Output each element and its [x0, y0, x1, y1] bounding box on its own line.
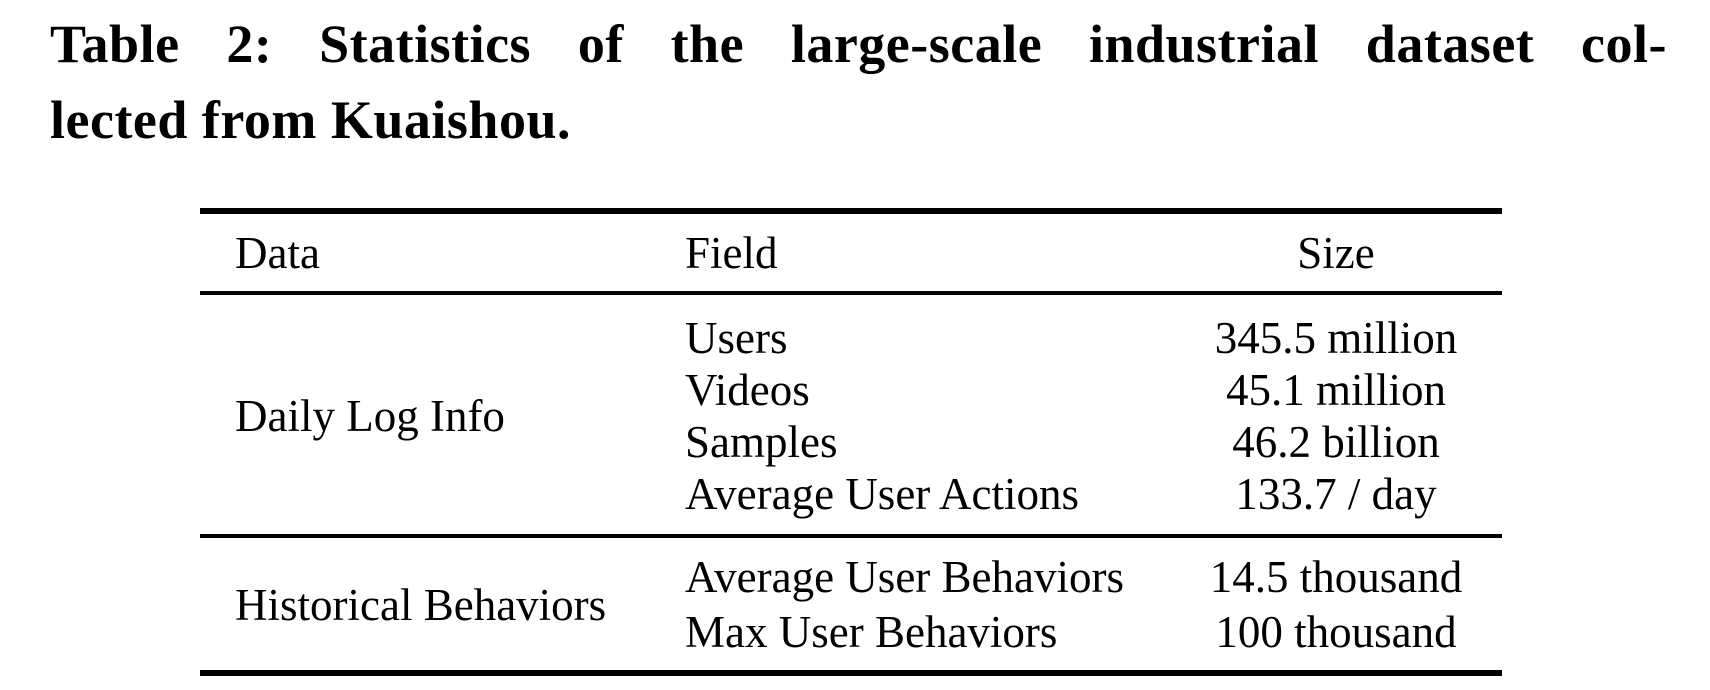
table-caption: Table 2: Statistics of the large-scale i…	[50, 6, 1670, 158]
size-column: 14.5 thousand 100 thousand	[1170, 550, 1502, 660]
field-value: Users	[685, 313, 788, 363]
size-value: 14.5 thousand	[1209, 552, 1463, 602]
size-column: 345.5 million 45.1 million 46.2 billion …	[1170, 312, 1502, 520]
field-column: Average User Behaviors Max User Behavior…	[685, 550, 1170, 660]
group-label: Historical Behaviors	[235, 580, 607, 630]
table-group-historical-behaviors: Historical Behaviors Average User Behavi…	[200, 538, 1502, 670]
table-bottom-rule	[200, 670, 1502, 676]
size-value: 100 thousand	[1215, 607, 1457, 657]
field-value: Max User Behaviors	[685, 607, 1058, 657]
size-value: 133.7 / day	[1235, 469, 1437, 519]
field-column: Users Videos Samples Average User Action…	[685, 312, 1170, 520]
group-label: Daily Log Info	[235, 391, 505, 441]
statistics-table: Data Field Size Daily Log Info Users Vid…	[200, 208, 1502, 676]
field-value: Samples	[685, 417, 838, 467]
field-value: Average User Behaviors	[685, 552, 1124, 602]
table-caption-line1: Table 2: Statistics of the large-scale i…	[50, 14, 1667, 74]
size-value: 46.2 billion	[1232, 417, 1440, 467]
table-mid-rule	[200, 534, 1502, 538]
column-header-data: Data	[235, 227, 320, 278]
size-value: 45.1 million	[1225, 365, 1446, 415]
table-top-rule	[200, 208, 1502, 214]
size-value: 345.5 million	[1214, 313, 1458, 363]
table-group-daily-log-info: Daily Log Info Users Videos Samples Aver…	[200, 295, 1502, 534]
table-header-row: Data Field Size	[200, 214, 1502, 291]
table-caption-line2: lected from Kuaishou.	[50, 90, 571, 150]
column-header-field: Field	[685, 227, 778, 278]
column-header-size: Size	[1297, 227, 1375, 278]
table-header-rule	[200, 291, 1502, 295]
field-value: Average User Actions	[685, 469, 1080, 519]
field-value: Videos	[685, 365, 810, 415]
